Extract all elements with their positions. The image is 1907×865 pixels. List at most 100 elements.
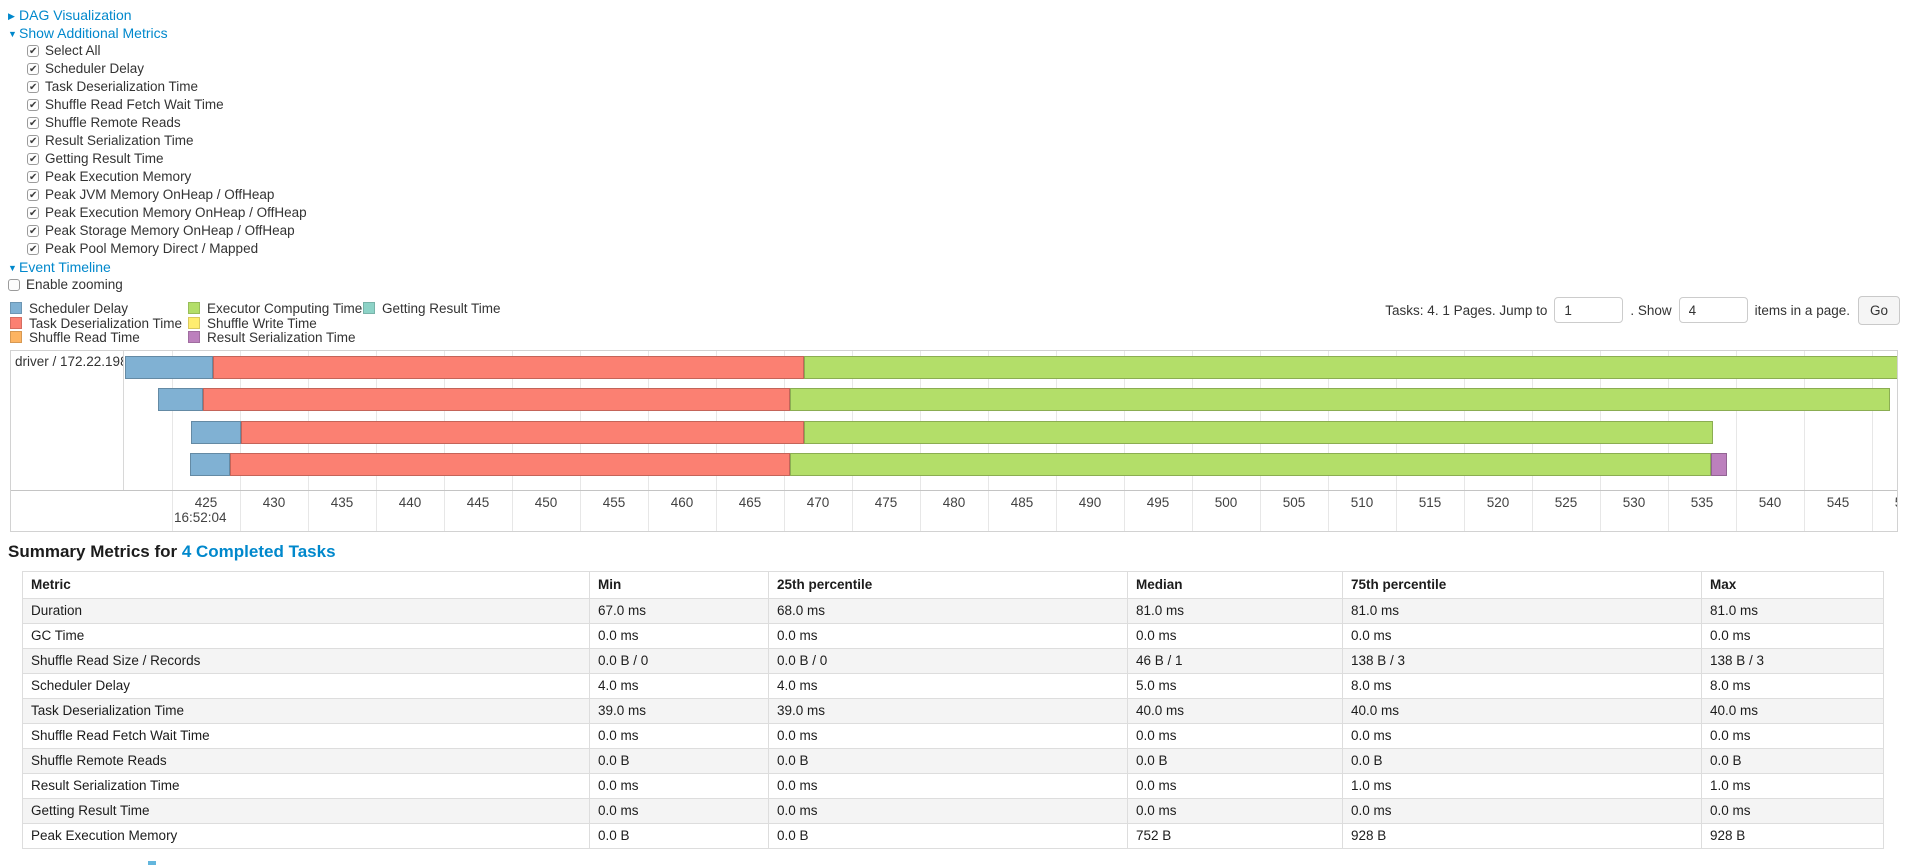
show-additional-metrics-label[interactable]: Show Additional Metrics	[19, 25, 168, 41]
checkbox-checked-icon[interactable]	[27, 205, 39, 223]
legend-item: Executor Computing Time	[188, 301, 363, 317]
metric-name-cell: Task Deserialization Time	[22, 698, 590, 724]
checkbox-checked-icon[interactable]	[27, 79, 39, 97]
timeline-gridline	[1600, 351, 1601, 490]
metric-value-cell: 0.0 ms	[1342, 798, 1702, 824]
table-row: Shuffle Read Fetch Wait Time 0.0 ms 0.0 ms…	[22, 723, 1884, 749]
pagination-text: items in a page.	[1754, 302, 1850, 318]
timeline-bar-segment[interactable]	[230, 453, 790, 476]
metric-value-cell: 39.0 ms	[589, 698, 769, 724]
checkbox-checked-icon[interactable]	[27, 97, 39, 115]
metric-value-cell: 4.0 ms	[768, 673, 1128, 699]
timeline-gridline	[580, 351, 581, 490]
metric-value-cell: 0.0 ms	[1701, 623, 1884, 649]
legend-swatch-icon	[188, 302, 200, 314]
dag-visualization-label[interactable]: DAG Visualization	[19, 7, 132, 23]
table-row: Task Deserialization Time 39.0 ms 39.0 ms 4…	[22, 698, 1884, 724]
metric-name-cell: Getting Result Time	[22, 798, 590, 824]
metric-value-cell: 1.0 ms	[1342, 773, 1702, 799]
timeline-bar-segment[interactable]	[203, 388, 790, 411]
axis-tick-label: 435	[330, 495, 354, 510]
timeline-gridline	[1260, 351, 1261, 490]
metric-value-cell: 0.0 ms	[1701, 723, 1884, 749]
event-timeline-label[interactable]: Event Timeline	[19, 259, 111, 275]
metric-name-cell: Shuffle Remote Reads	[22, 748, 590, 774]
legend-swatch-icon	[10, 316, 22, 329]
timeline-bar-segment[interactable]	[241, 421, 804, 444]
timeline-gridline	[512, 351, 513, 490]
timeline-gridline	[1532, 351, 1533, 490]
checkbox-checked-icon[interactable]	[27, 169, 39, 187]
table-header-cell: Median	[1127, 571, 1343, 599]
metric-value-cell: 68.0 ms	[768, 598, 1128, 624]
axis-gridline	[648, 491, 649, 531]
checkbox-checked-icon[interactable]	[27, 61, 39, 79]
timeline-bar-segment[interactable]	[158, 388, 203, 411]
checkbox-checked-icon[interactable]	[27, 223, 39, 241]
metric-checkbox-row: Scheduler Delay	[27, 60, 307, 79]
timeline-axis: 16:52:04 425 430 435 440 445 450 455 460 465 470 4…	[11, 490, 1897, 531]
heading-text: Summary Metrics for	[8, 542, 182, 561]
checkbox-checked-icon[interactable]	[27, 241, 39, 259]
axis-tick-label: 515	[1418, 495, 1442, 510]
metric-checkbox-label: Peak Pool Memory Direct / Mapped	[45, 241, 259, 256]
checkbox-checked-icon[interactable]	[27, 133, 39, 151]
metric-value-cell: 1.0 ms	[1701, 773, 1884, 799]
axis-gridline	[920, 491, 921, 531]
checkbox-checked-icon[interactable]	[27, 43, 39, 61]
timeline-gridline	[308, 351, 309, 490]
timeline-bar-segment[interactable]	[125, 356, 213, 379]
pagination-text: Tasks: 4. 1 Pages. Jump to	[1385, 302, 1548, 318]
axis-tick-label: 510	[1350, 495, 1374, 510]
timeline-gridline	[1736, 351, 1737, 490]
timeline-bar-segment[interactable]	[790, 388, 1890, 411]
pagination-text: . Show	[1630, 302, 1672, 318]
axis-tick-label: 535	[1690, 495, 1714, 510]
metric-value-cell: 0.0 ms	[589, 723, 769, 749]
timeline-bar-segment[interactable]	[804, 356, 1897, 379]
axis-tick-label: 490	[1078, 495, 1102, 510]
timeline-bar-segment[interactable]	[190, 453, 230, 476]
legend-item: Result Serialization Time	[188, 331, 362, 346]
axis-tick-label: 465	[738, 495, 762, 510]
timeline-gridline	[1056, 351, 1057, 490]
metric-value-cell: 0.0 ms	[1127, 773, 1343, 799]
checkbox-checked-icon[interactable]	[27, 187, 39, 205]
legend-column: Executor Computing Time Shuffle Write Tim…	[188, 301, 363, 346]
metric-value-cell: 40.0 ms	[1127, 698, 1343, 724]
timeline-bar-segment[interactable]	[191, 421, 241, 444]
metric-value-cell: 0.0 ms	[1342, 723, 1702, 749]
enable-zooming-label: Enable zooming	[26, 277, 123, 292]
show-additional-metrics-toggle[interactable]: ▼ Show Additional Metrics	[8, 24, 307, 42]
timeline-bar-segment[interactable]	[1711, 453, 1727, 476]
legend-label: Executor Computing Time	[207, 301, 363, 316]
timeline-gridline	[852, 351, 853, 490]
axis-gridline	[580, 491, 581, 531]
checkbox-checked-icon[interactable]	[27, 115, 39, 133]
event-timeline-toggle[interactable]: ▼ Event Timeline	[8, 258, 307, 276]
axis-tick-label: 530	[1622, 495, 1646, 510]
legend-column: Getting Result Time	[363, 301, 501, 317]
metric-value-cell: 0.0 B	[589, 823, 769, 849]
legend-item: Shuffle Read Time	[10, 331, 182, 346]
timeline-bar-segment[interactable]	[213, 356, 804, 379]
checkbox-unchecked-icon[interactable]	[8, 279, 20, 291]
completed-tasks-link[interactable]: 4 Completed Tasks	[181, 542, 336, 561]
axis-gridline	[784, 491, 785, 531]
timeline-controls: ▶ DAG Visualization ▼ Show Additional Metr…	[8, 6, 307, 294]
timeline-gridline	[1872, 351, 1873, 490]
jump-to-page-input[interactable]	[1554, 297, 1624, 323]
metric-checkbox-row: Getting Result Time	[27, 150, 307, 169]
axis-tick-label: 440	[398, 495, 422, 510]
timeline-bar-segment[interactable]	[790, 453, 1711, 476]
items-per-page-input[interactable]	[1678, 297, 1748, 323]
legend-swatch-icon	[10, 302, 22, 314]
checkbox-checked-icon[interactable]	[27, 151, 39, 169]
executor-group-label: driver / 172.22.198.104	[15, 354, 123, 369]
timeline-bar-segment[interactable]	[804, 421, 1713, 444]
go-button[interactable]: Go	[1857, 295, 1900, 325]
timeline-gridline	[376, 351, 377, 490]
timeline-gridline	[988, 351, 989, 490]
table-header-cell: 25th percentile	[768, 571, 1128, 599]
dag-visualization-toggle[interactable]: ▶ DAG Visualization	[8, 6, 307, 24]
